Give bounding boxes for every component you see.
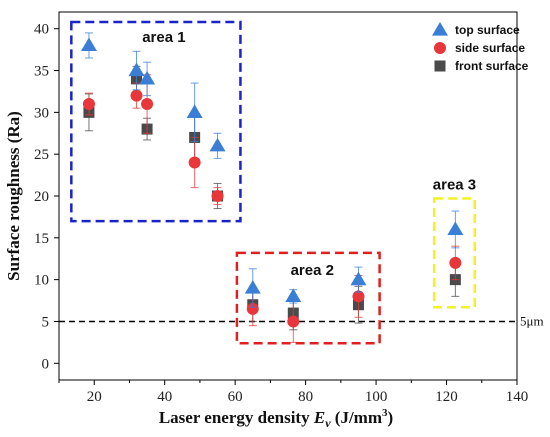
point-circle [130,89,143,102]
x-tick-label: 100 [365,389,388,405]
y-tick-label: 20 [34,189,49,205]
x-tick-label: 120 [435,389,458,405]
legend-marker-square [434,60,446,72]
point-triangle [350,271,367,286]
x-axis-title: Laser energy density Ev (J/mm3) [159,407,393,430]
legend-label: top surface [455,23,520,37]
point-triangle [186,104,203,118]
y-tick-label: 10 [34,273,49,289]
point-circle [352,290,365,303]
y-tick-label: 15 [34,231,49,247]
area-1-label: area 1 [142,29,185,46]
y-axis-title: Surface roughness (Ra) [4,111,23,281]
area-box-3 [432,197,476,309]
y-tick-label: 5 [42,314,50,330]
point-circle [82,98,95,110]
legend-marker-triangle [432,22,448,36]
point-triangle [285,288,302,302]
point-triangle [139,70,156,85]
reference-line-label: 5μm [520,313,544,328]
point-circle [141,98,154,110]
point-circle [287,315,300,328]
y-tick-label: 35 [34,64,49,80]
area-box-1 [70,20,242,223]
legend-label: side surface [455,41,525,55]
plot-area: 20 40 60 80 100 120 140 0 5 10 15 20 25 30 35 40 5μm area… [34,11,544,405]
point-triangle [244,280,261,294]
x-tick-label: 60 [228,389,243,405]
point-circle [211,190,224,202]
point-triangle [80,37,97,52]
legend-marker-circle [434,42,446,54]
legend-label: front surface [455,59,529,73]
y-tick-label: 30 [34,105,49,121]
point-circle [449,256,462,269]
point-circle [246,302,259,315]
area-2-label: area 2 [291,262,334,279]
point-triangle [209,137,226,152]
x-tick-label: 80 [298,389,313,405]
point-triangle [128,62,145,77]
plot-frame [58,11,518,381]
area-3-label: area 3 [433,177,476,194]
x-tick-label: 20 [87,389,102,405]
y-tick-label: 40 [34,22,49,38]
point-triangle [447,221,464,236]
area-box-2 [235,251,381,345]
y-tick-label: 25 [34,147,49,163]
x-tick-label: 140 [506,389,529,405]
x-tick-label: 40 [157,389,172,405]
y-tick-label: 0 [42,356,50,372]
point-circle [188,156,201,169]
